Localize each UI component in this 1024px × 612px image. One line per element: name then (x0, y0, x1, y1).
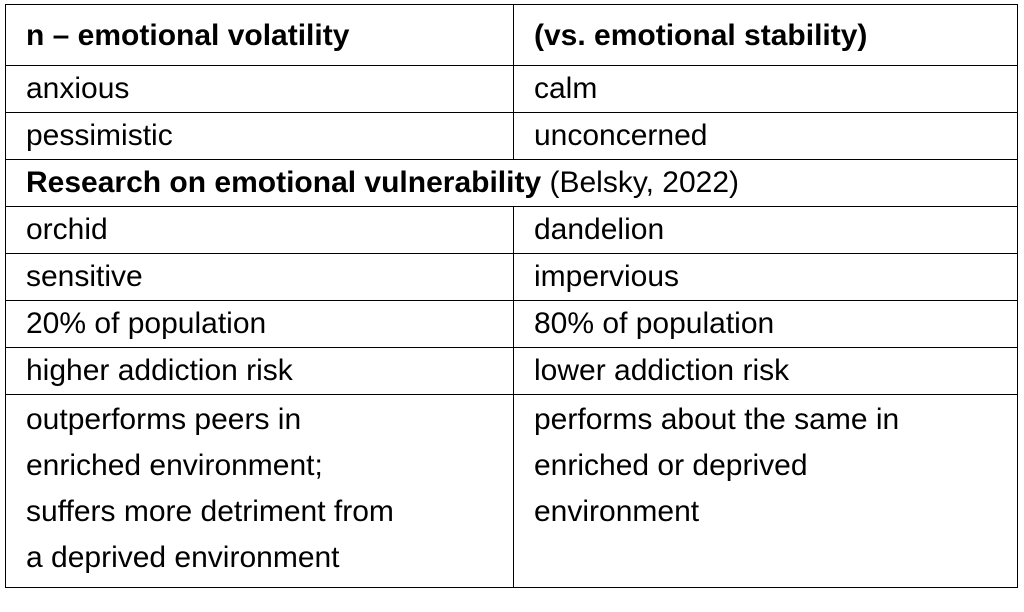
table-cell-left: outperforms peers in enriched environmen… (5, 394, 514, 588)
section-heading-cell: Research on emotional vulnerability (Bel… (5, 159, 1018, 207)
cell-line: a deprived environment (26, 541, 340, 574)
cell-line: suffers more detriment from (26, 495, 394, 528)
header-row: n – emotional volatility (vs. emotional … (5, 4, 1018, 66)
section-heading-citation: (Belsky, 2022) (541, 166, 740, 199)
section-heading-bold: Research on emotional vulnerability (26, 166, 542, 199)
table-row: sensitive impervious (5, 253, 1018, 301)
comparison-table: n – emotional volatility (vs. emotional … (5, 4, 1018, 588)
table-cell-left: 20% of population (5, 300, 514, 348)
table-row: anxious calm (5, 65, 1018, 113)
table-row: 20% of population 80% of population (5, 300, 1018, 348)
header-left-text: n – emotional volatility (26, 18, 350, 52)
table-row: pessimistic unconcerned (5, 112, 1018, 160)
header-cell-left: n – emotional volatility (5, 4, 514, 66)
table-cell-right: lower addiction risk (513, 347, 1018, 395)
table-cell-right: impervious (513, 253, 1018, 301)
cell-line: enriched environment; (26, 449, 323, 482)
table-cell-left: sensitive (5, 253, 514, 301)
table-row: higher addiction risk lower addiction ri… (5, 347, 1018, 395)
header-cell-right: (vs. emotional stability) (513, 4, 1018, 66)
section-heading-row: Research on emotional vulnerability (Bel… (5, 159, 1018, 207)
cell-line: environment (534, 495, 700, 528)
table-cell-left: orchid (5, 206, 514, 254)
table-cell-left: higher addiction risk (5, 347, 514, 395)
table-cell-right: unconcerned (513, 112, 1018, 160)
table-cell-right: calm (513, 65, 1018, 113)
header-right-text: (vs. emotional stability) (534, 18, 868, 52)
table-cell-left: pessimistic (5, 112, 514, 160)
table-cell-right: dandelion (513, 206, 1018, 254)
table-cell-right: performs about the same in enriched or d… (513, 394, 1018, 588)
cell-line: outperforms peers in (26, 403, 302, 436)
table-cell-left: anxious (5, 65, 514, 113)
cell-line: enriched or deprived (534, 449, 808, 482)
cell-line: performs about the same in (534, 403, 900, 436)
table-row: orchid dandelion (5, 206, 1018, 254)
table-row: outperforms peers in enriched environmen… (5, 394, 1018, 588)
table-cell-right: 80% of population (513, 300, 1018, 348)
